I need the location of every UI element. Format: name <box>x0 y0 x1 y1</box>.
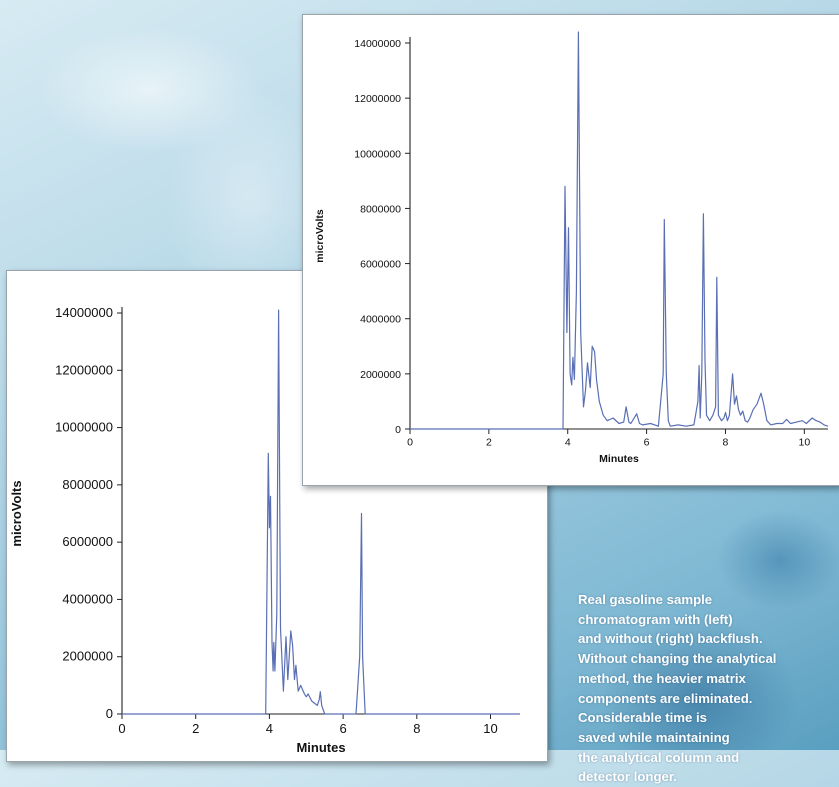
y-tick-label: 12000000 <box>55 362 113 377</box>
x-tick-label: 2 <box>486 437 492 449</box>
x-tick-label: 0 <box>118 721 125 736</box>
x-tick-label: 10 <box>798 437 810 449</box>
y-tick-label: 2000000 <box>62 649 113 664</box>
x-tick-label: 4 <box>266 721 273 736</box>
y-tick-label: 0 <box>106 706 113 721</box>
x-tick-label: 10 <box>483 721 497 736</box>
y-tick-label: 6000000 <box>360 259 401 271</box>
y-tick-label: 8000000 <box>62 477 113 492</box>
y-tick-label: 8000000 <box>360 203 401 215</box>
y-tick-label: 12000000 <box>354 93 401 105</box>
y-tick-label: 6000000 <box>62 534 113 549</box>
y-tick-label: 4000000 <box>62 591 113 606</box>
x-axis-label: Minutes <box>599 453 639 465</box>
figure-caption: Real gasoline sample chromatogram with (… <box>578 592 777 785</box>
x-tick-label: 8 <box>723 437 729 449</box>
x-tick-label: 2 <box>192 721 199 736</box>
chromatogram-trace <box>410 31 829 430</box>
y-axis-label: microVolts <box>314 209 326 263</box>
x-tick-label: 6 <box>644 437 650 449</box>
y-tick-label: 14000000 <box>354 38 401 50</box>
chromatogram-without-backflush: 0 2000000 4000000 6000000 8000000 10000000 120… <box>314 31 829 465</box>
x-tick-label: 6 <box>339 721 346 736</box>
y-tick-label: 10000000 <box>354 148 401 160</box>
y-tick-label: 2000000 <box>360 369 401 381</box>
y-axis-label: microVolts <box>9 480 24 546</box>
x-tick-label: 0 <box>407 437 413 449</box>
chart-panel-without-backflush: 0 2000000 4000000 6000000 8000000 10000000 120… <box>302 14 839 486</box>
y-tick-label: 4000000 <box>360 314 401 326</box>
y-tick-label: 14000000 <box>55 305 113 320</box>
y-tick-label: 0 <box>395 424 401 436</box>
x-axis-label: Minutes <box>296 740 345 755</box>
y-tick-label: 10000000 <box>55 420 113 435</box>
x-tick-label: 4 <box>565 437 571 449</box>
chromatogram-trace <box>122 309 520 715</box>
chromatogram-with-backflush: 0 2000000 4000000 6000000 8000000 10000000 120… <box>9 305 520 755</box>
x-tick-label: 8 <box>413 721 420 736</box>
